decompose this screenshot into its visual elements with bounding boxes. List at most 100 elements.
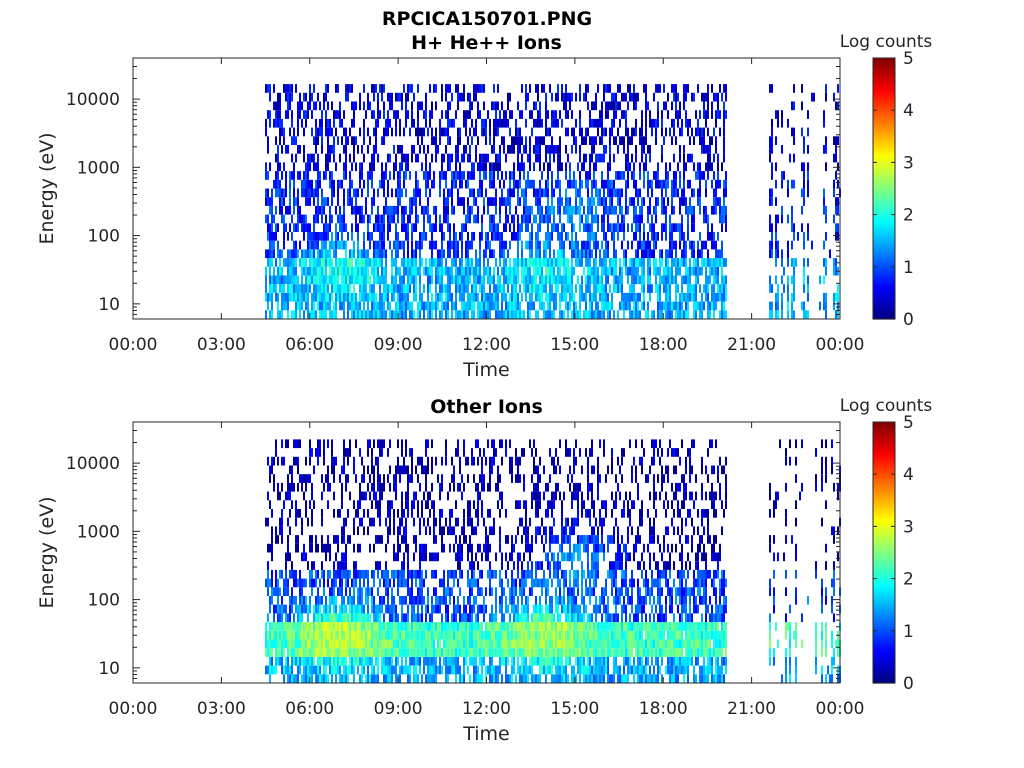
spectrogram-cell [545, 266, 547, 276]
spectrogram-cell [605, 179, 607, 189]
spectrogram-cell [321, 188, 323, 198]
spectrogram-cell [337, 656, 339, 666]
spectrogram-cell [607, 171, 609, 180]
spectrogram-cell [397, 214, 399, 224]
spectrogram-cell [427, 284, 429, 293]
spectrogram-cell [597, 275, 599, 285]
spectrogram-cell [341, 301, 343, 311]
spectrogram-cell [267, 301, 269, 311]
spectrogram-cell [471, 240, 473, 250]
spectrogram-cell [321, 596, 323, 605]
spectrogram-cell [571, 266, 573, 276]
spectrogram-cell [363, 179, 365, 189]
spectrogram-cell [463, 266, 465, 276]
spectrogram-cell [377, 310, 379, 319]
spectrogram-cell [361, 266, 363, 276]
spectrogram-cell [295, 310, 297, 319]
spectrogram-cell [391, 569, 393, 579]
spectrogram-cell [835, 153, 837, 163]
spectrogram-cell [413, 249, 415, 259]
colorbar-swatch [873, 205, 895, 209]
spectrogram-cell [685, 240, 687, 250]
spectrogram-cell [285, 145, 287, 154]
spectrogram-cell [293, 284, 295, 293]
spectrogram-cell [675, 275, 677, 285]
spectrogram-cell [307, 197, 309, 206]
colorbar-swatch [873, 236, 895, 240]
spectrogram-cell [589, 136, 591, 145]
spectrogram-cell [417, 214, 419, 224]
spectrogram-cell [355, 197, 357, 206]
spectrogram-cell [607, 162, 609, 172]
spectrogram-cell [343, 569, 345, 579]
spectrogram-cell [579, 84, 581, 93]
spectrogram-cell [353, 517, 355, 527]
spectrogram-cell [543, 301, 545, 311]
spectrogram-cell [525, 275, 527, 285]
spectrogram-cell [669, 223, 671, 232]
spectrogram-cell [277, 456, 279, 466]
spectrogram-cell [677, 301, 679, 311]
spectrogram-cell [389, 517, 391, 527]
spectrogram-cell [275, 622, 277, 631]
spectrogram-cell [373, 474, 375, 483]
spectrogram-cell [527, 240, 529, 250]
spectrogram-cell [571, 205, 573, 215]
spectrogram-cell [597, 266, 599, 276]
colorbar-swatch [873, 288, 895, 292]
spectrogram-cell [293, 249, 295, 259]
spectrogram-cell [691, 205, 693, 215]
spectrogram-cell [281, 145, 283, 154]
spectrogram-cell [679, 310, 681, 319]
spectrogram-cell [289, 604, 291, 614]
spectrogram-cell [365, 613, 367, 623]
spectrogram-cell [631, 153, 633, 163]
spectrogram-cell [391, 266, 393, 276]
spectrogram-cell [305, 223, 307, 232]
spectrogram-cell [399, 301, 401, 311]
spectrogram-cell [439, 284, 441, 293]
spectrogram-cell [605, 301, 607, 311]
spectrogram-cell [379, 214, 381, 224]
spectrogram-cell [343, 448, 345, 457]
spectrogram-cell [383, 630, 385, 640]
spectrogram-cell [313, 136, 315, 145]
spectrogram-cell [709, 136, 711, 145]
spectrogram-cell [361, 292, 363, 302]
spectrogram-cell [415, 127, 417, 137]
spectrogram-cell [363, 648, 365, 657]
spectrogram-cell [639, 136, 641, 145]
spectrogram-cell [377, 101, 379, 111]
spectrogram-cell [363, 613, 365, 623]
spectrogram-cell [651, 249, 653, 259]
spectrogram-cell [457, 84, 459, 93]
spectrogram-cell [705, 110, 707, 119]
spectrogram-cell [641, 136, 643, 145]
spectrogram-cell [771, 310, 773, 319]
spectrogram-cell [293, 578, 295, 588]
spectrogram-cell [291, 266, 293, 276]
spectrogram-cell [641, 240, 643, 250]
spectrogram-cell [295, 535, 297, 544]
spectrogram-cell [557, 266, 559, 276]
spectrogram-cell [833, 214, 835, 224]
spectrogram-cell [381, 665, 383, 675]
spectrogram-cell [301, 275, 303, 285]
spectrogram-cell [643, 179, 645, 189]
spectrogram-cell [647, 145, 649, 154]
spectrogram-cell [681, 127, 683, 137]
spectrogram-cell [277, 310, 279, 319]
spectrogram-cell [707, 101, 709, 111]
spectrogram-cell [553, 249, 555, 259]
spectrogram-cell [343, 266, 345, 276]
spectrogram-cell [411, 205, 413, 215]
spectrogram-cell [605, 275, 607, 285]
spectrogram-cell [375, 292, 377, 302]
spectrogram-cell [563, 92, 565, 102]
spectrogram-cell [547, 292, 549, 302]
spectrogram-cell [333, 604, 335, 614]
spectrogram-cell [787, 249, 789, 259]
spectrogram-cell [319, 127, 321, 137]
spectrogram-cell [393, 526, 395, 536]
spectrogram-cell [271, 249, 273, 259]
